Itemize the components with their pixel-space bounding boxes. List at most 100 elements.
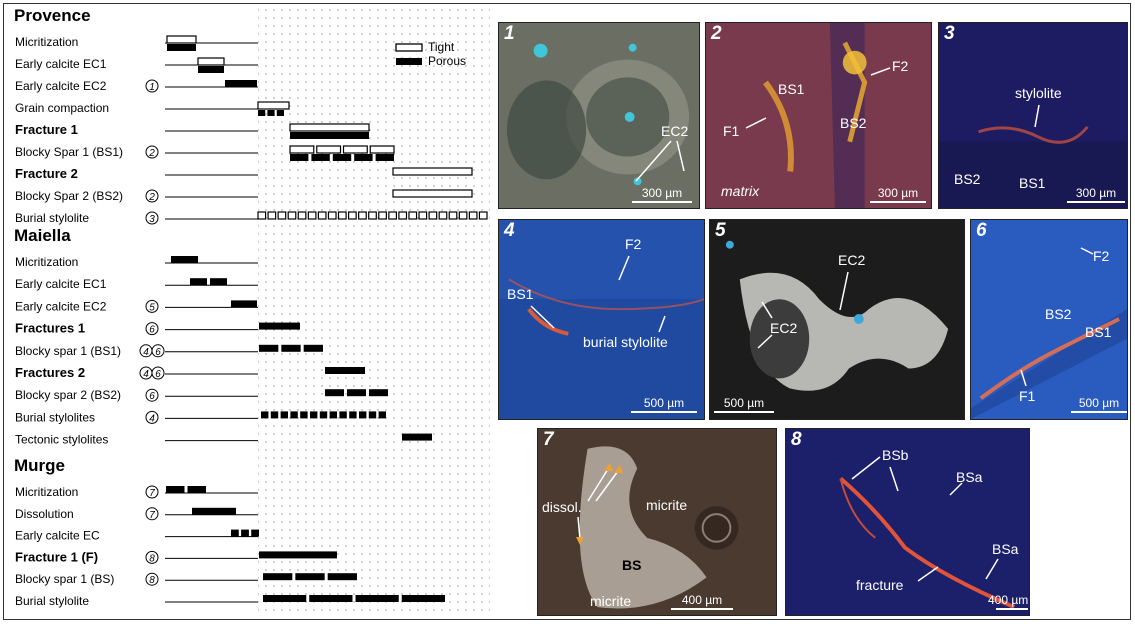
panel-number: 4	[504, 220, 515, 241]
figure-reference-number: 5	[149, 302, 155, 313]
paragenetic-sequence-chart: Tight Porous Provence Micritization Early …	[14, 6, 490, 613]
porous-bar	[402, 433, 432, 441]
tight-bar	[468, 211, 478, 220]
tight-bar	[369, 145, 395, 154]
porous-bar	[369, 389, 388, 397]
event-label: Micritization	[15, 35, 78, 49]
porous-bar	[332, 154, 352, 161]
micrograph-panel-5: 5 EC2 EC2 500 µm	[709, 219, 965, 420]
label-micrite-bottom: micrite	[590, 593, 632, 609]
figure-reference-circle	[145, 299, 159, 313]
porous-bar	[171, 256, 198, 263]
figure-reference-circle	[145, 507, 159, 521]
porous-bar	[231, 300, 257, 308]
tight-bar	[287, 211, 297, 220]
panel-number: 8	[791, 429, 802, 450]
figure-reference-number: 8	[149, 553, 155, 564]
scale-bar: 500 µm	[714, 396, 774, 413]
tight-bar	[257, 211, 267, 220]
figure-reference-number: 3	[149, 214, 155, 225]
section-title: Murge	[14, 456, 65, 475]
tight-bar	[392, 167, 473, 176]
micrograph-panel-1: 1 EC2 300 µm	[498, 22, 700, 209]
tight-bar	[267, 211, 277, 220]
tight-bar	[289, 123, 370, 132]
tight-bar	[392, 189, 473, 198]
porous-bar	[251, 529, 259, 537]
event-label: Micritization	[15, 255, 78, 269]
tight-bar	[197, 57, 225, 66]
porous-bar	[192, 507, 236, 515]
figure-reference-number: 4	[149, 413, 155, 424]
tight-bar	[257, 101, 290, 110]
figure-reference-circle	[145, 572, 159, 586]
label-bs1: BS1	[778, 81, 805, 97]
event-label: Micritization	[15, 485, 78, 499]
porous-bar	[198, 66, 224, 73]
label-f2: F2	[1093, 248, 1110, 264]
porous-bar	[280, 411, 288, 419]
label-bs1: BS1	[1085, 324, 1112, 340]
tight-bar	[289, 145, 315, 154]
scale-bar: 300 µm	[632, 186, 692, 203]
label-dissol: dissol.	[542, 499, 582, 515]
porous-bar	[263, 573, 293, 581]
tight-bar	[316, 145, 342, 154]
event-label: Early calcite EC1	[15, 57, 107, 71]
event-label: Early calcite EC1	[15, 277, 107, 291]
label-f1: F1	[1019, 388, 1036, 404]
porous-bar	[259, 551, 337, 559]
label-bs2: BS2	[1045, 306, 1072, 322]
figure-reference-circle	[145, 322, 159, 336]
tight-bar	[166, 35, 197, 44]
label-ec2-left: EC2	[770, 320, 798, 336]
porous-bar	[295, 573, 325, 581]
figure-reference-number: 6	[149, 325, 155, 336]
porous-bar	[261, 411, 269, 419]
event-label: Fracture 1 (F)	[15, 549, 98, 564]
panel-number: 6	[976, 220, 987, 241]
porous-bar	[310, 411, 318, 419]
figure-reference-circle	[145, 79, 159, 93]
panel-number: 3	[944, 23, 955, 44]
label-f1: F1	[723, 123, 740, 139]
label-ec2: EC2	[661, 123, 689, 139]
porous-bar	[290, 411, 298, 419]
porous-bar	[325, 367, 365, 374]
label-micrite-top: micrite	[646, 497, 688, 513]
tight-bar	[438, 211, 448, 220]
label-f2: F2	[625, 236, 642, 252]
tight-bar	[408, 211, 418, 220]
tight-bar	[277, 211, 287, 220]
porous-bar	[210, 278, 227, 286]
porous-bar	[329, 411, 337, 419]
micrograph-panel-4: 4 F2 BS1 burial stylolite 500 µm	[498, 219, 705, 420]
porous-bar	[225, 80, 257, 87]
panel-number: 2	[711, 23, 722, 44]
scale-bar: 500 µm	[631, 396, 697, 413]
figure-reference-number: 4	[143, 369, 149, 380]
porous-bar	[281, 344, 301, 352]
legend-porous-swatch	[396, 58, 422, 65]
tight-bar	[342, 145, 368, 154]
figure-reference-circle	[145, 410, 159, 424]
porous-bar	[319, 411, 328, 419]
porous-bar	[311, 154, 330, 161]
tight-bar	[347, 211, 357, 220]
figure-reference-number: 6	[155, 369, 161, 380]
porous-bar	[401, 595, 445, 602]
label-bsa-bottom: BSa	[992, 541, 1019, 557]
event-label: Tectonic stylolites	[15, 433, 108, 447]
event-label: Blocky spar 2 (BS2)	[15, 388, 121, 402]
micrograph-panel-6: 6 F2 BS2 BS1 F1 500 µm	[970, 219, 1128, 420]
label-bsb: BSb	[882, 447, 909, 463]
porous-bar	[276, 110, 284, 116]
label-fracture: fracture	[856, 577, 904, 593]
porous-bar	[258, 110, 266, 116]
label-bs1: BS1	[507, 286, 534, 302]
label-bs1: BS1	[1019, 175, 1046, 191]
micrograph-panel-7: 7 dissol. micrite BS micrite 400 µm	[537, 428, 777, 616]
porous-bar	[359, 411, 367, 419]
event-label: Fractures 2	[15, 365, 85, 380]
porous-bar	[339, 411, 347, 419]
